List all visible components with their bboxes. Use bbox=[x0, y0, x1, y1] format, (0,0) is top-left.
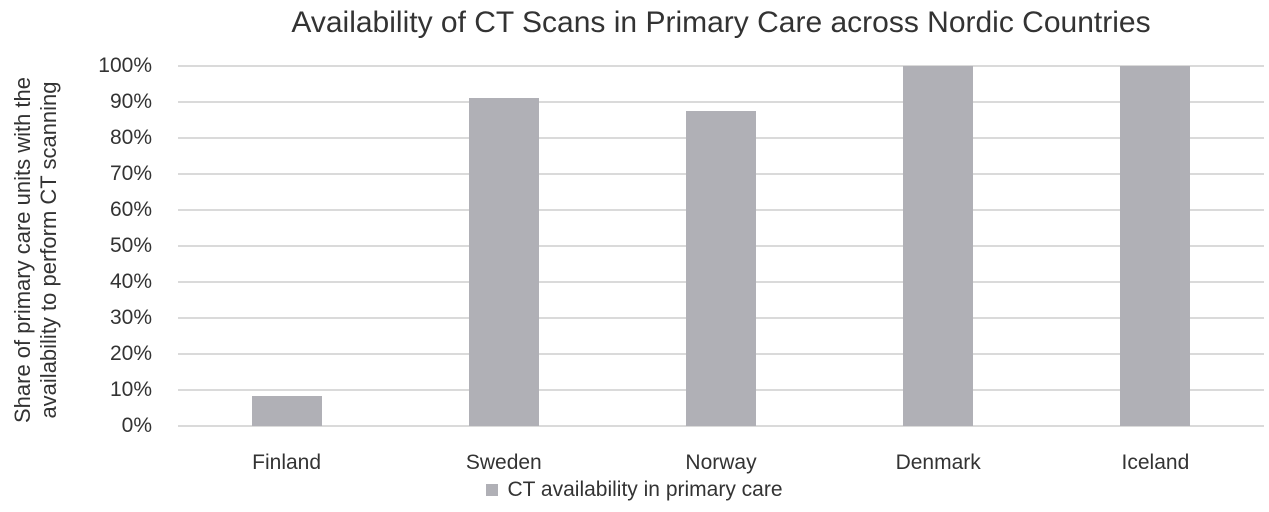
bar-denmark bbox=[903, 66, 974, 426]
y-tick-label: 80% bbox=[109, 126, 152, 149]
chart-title: Availability of CT Scans in Primary Care… bbox=[291, 6, 1151, 39]
y-tick-label: 60% bbox=[109, 198, 152, 221]
y-axis-tick-labels: 100% 90% 80% 70% 60% 50% 40% 30% 20% 10% 0% bbox=[0, 54, 152, 437]
y-tick-label: 10% bbox=[109, 378, 152, 401]
bar-iceland bbox=[1120, 66, 1191, 426]
legend: CT availability in primary care bbox=[0, 477, 1269, 503]
y-tick-label: 100% bbox=[98, 54, 152, 77]
y-tick-label: 30% bbox=[109, 306, 152, 329]
gridline bbox=[178, 425, 1264, 427]
legend-swatch-icon bbox=[486, 484, 499, 496]
bar-finland bbox=[251, 396, 322, 426]
x-axis-label: Norway bbox=[685, 451, 757, 474]
y-tick-label: 90% bbox=[109, 90, 152, 113]
plot-area bbox=[178, 65, 1264, 427]
y-tick-label: 40% bbox=[109, 270, 152, 293]
bar-sweden bbox=[468, 98, 539, 426]
x-axis-labels: Finland Sweden Norway Denmark Iceland bbox=[178, 451, 1264, 477]
legend-label: CT availability in primary care bbox=[507, 478, 783, 501]
x-axis-label: Finland bbox=[252, 451, 322, 474]
x-axis-label: Denmark bbox=[895, 451, 981, 474]
x-axis-label: Iceland bbox=[1121, 451, 1190, 474]
gridline bbox=[178, 101, 1264, 103]
y-tick-label: 20% bbox=[109, 342, 152, 365]
y-tick-label: 0% bbox=[121, 414, 152, 437]
x-axis-label: Sweden bbox=[465, 451, 542, 474]
gridline bbox=[178, 65, 1264, 67]
y-tick-label: 70% bbox=[109, 162, 152, 185]
bar-norway bbox=[686, 111, 756, 426]
y-tick-label: 50% bbox=[109, 234, 152, 257]
